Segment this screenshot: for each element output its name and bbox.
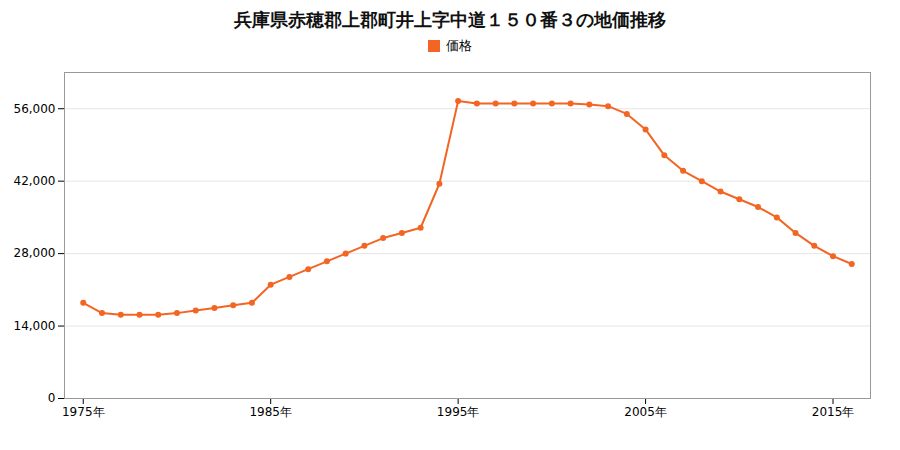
svg-text:1985年: 1985年 [249,405,292,419]
svg-text:56,000: 56,000 [14,102,56,116]
svg-text:2015年: 2015年 [812,405,855,419]
svg-text:28,000: 28,000 [14,246,56,260]
svg-text:42,000: 42,000 [14,174,56,188]
html-text:兵庫県赤穂郡上郡町井上字中道１５０番３の地価推移: 兵庫県赤穂郡上郡町井上字中道１５０番３の地価推移 [234,9,666,30]
svg-text:1995年: 1995年 [437,405,480,419]
html-text:価格: 価格 [446,38,472,53]
svg-text:1975年: 1975年 [62,405,105,419]
svg-text:14,000: 14,000 [14,319,56,333]
svg-text:0: 0 [48,391,56,405]
svg-text:2005年: 2005年 [624,405,667,419]
